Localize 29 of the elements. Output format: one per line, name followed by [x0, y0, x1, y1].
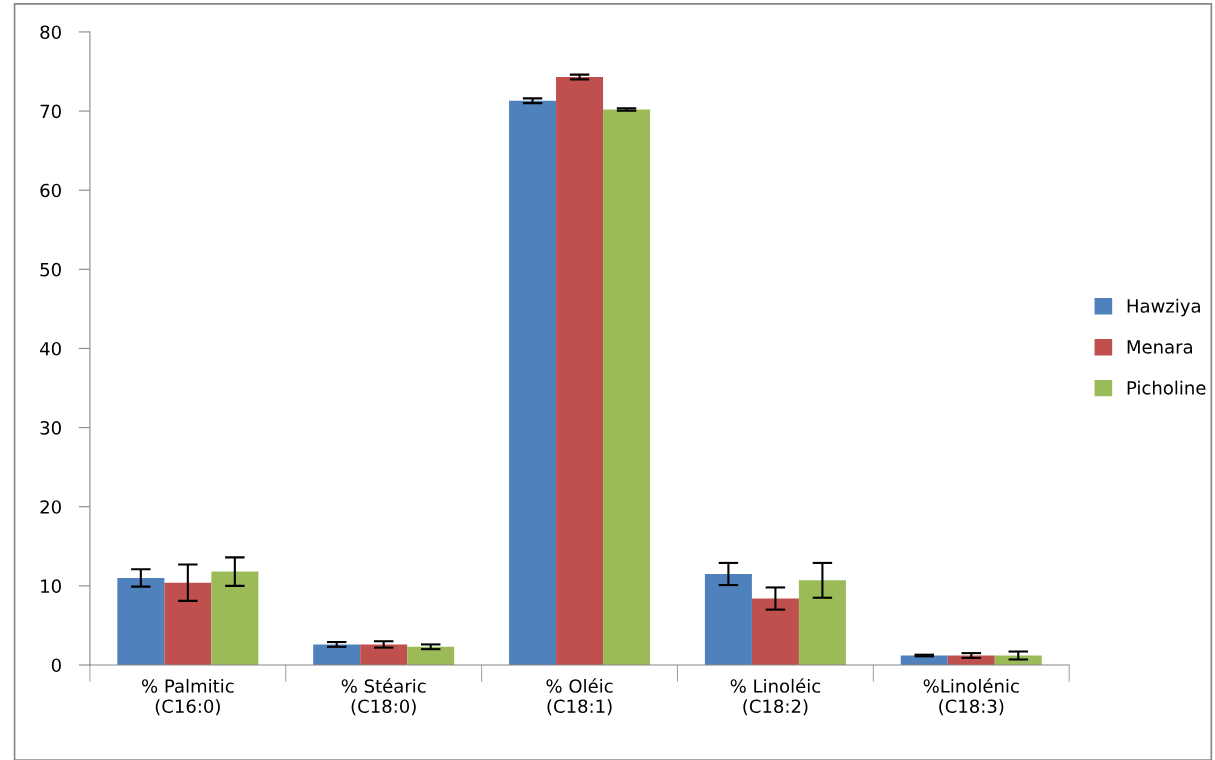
bar [704, 573, 752, 665]
bar [117, 577, 165, 665]
x-tick-label: % Palmitic (C16:0) [142, 678, 234, 716]
bar [798, 580, 846, 665]
x-tick-label: %Linolénic (C18:3) [923, 678, 1019, 716]
y-tick-label: 50 [40, 262, 61, 277]
bar [313, 644, 361, 665]
bar [360, 644, 408, 665]
bar [509, 100, 557, 665]
legend-label: Menara [1127, 340, 1192, 354]
legend-label: Picholine [1127, 380, 1206, 395]
y-tick-label: 30 [40, 421, 61, 435]
y-tick-label: 80 [40, 25, 61, 40]
y-tick-label: 70 [40, 104, 61, 119]
bar [211, 571, 259, 665]
bar [407, 646, 455, 665]
x-tick-label: % Oléic (C18:1) [546, 678, 613, 716]
legend-label: Hawziya [1127, 298, 1200, 317]
y-tick-label: 0 [51, 658, 61, 673]
y-tick-label: 40 [40, 341, 61, 356]
y-tick-label: 10 [41, 579, 61, 593]
y-tick-label: 20 [40, 500, 61, 514]
y-tick-label: 60 [40, 183, 61, 198]
x-tick-label: % Stéaric (C18:0) [341, 678, 426, 716]
x-tick-label: % Linoléic (C18:2) [730, 678, 821, 716]
bar [751, 598, 799, 665]
bar [603, 109, 651, 665]
bar [556, 77, 604, 665]
bar [164, 582, 212, 665]
